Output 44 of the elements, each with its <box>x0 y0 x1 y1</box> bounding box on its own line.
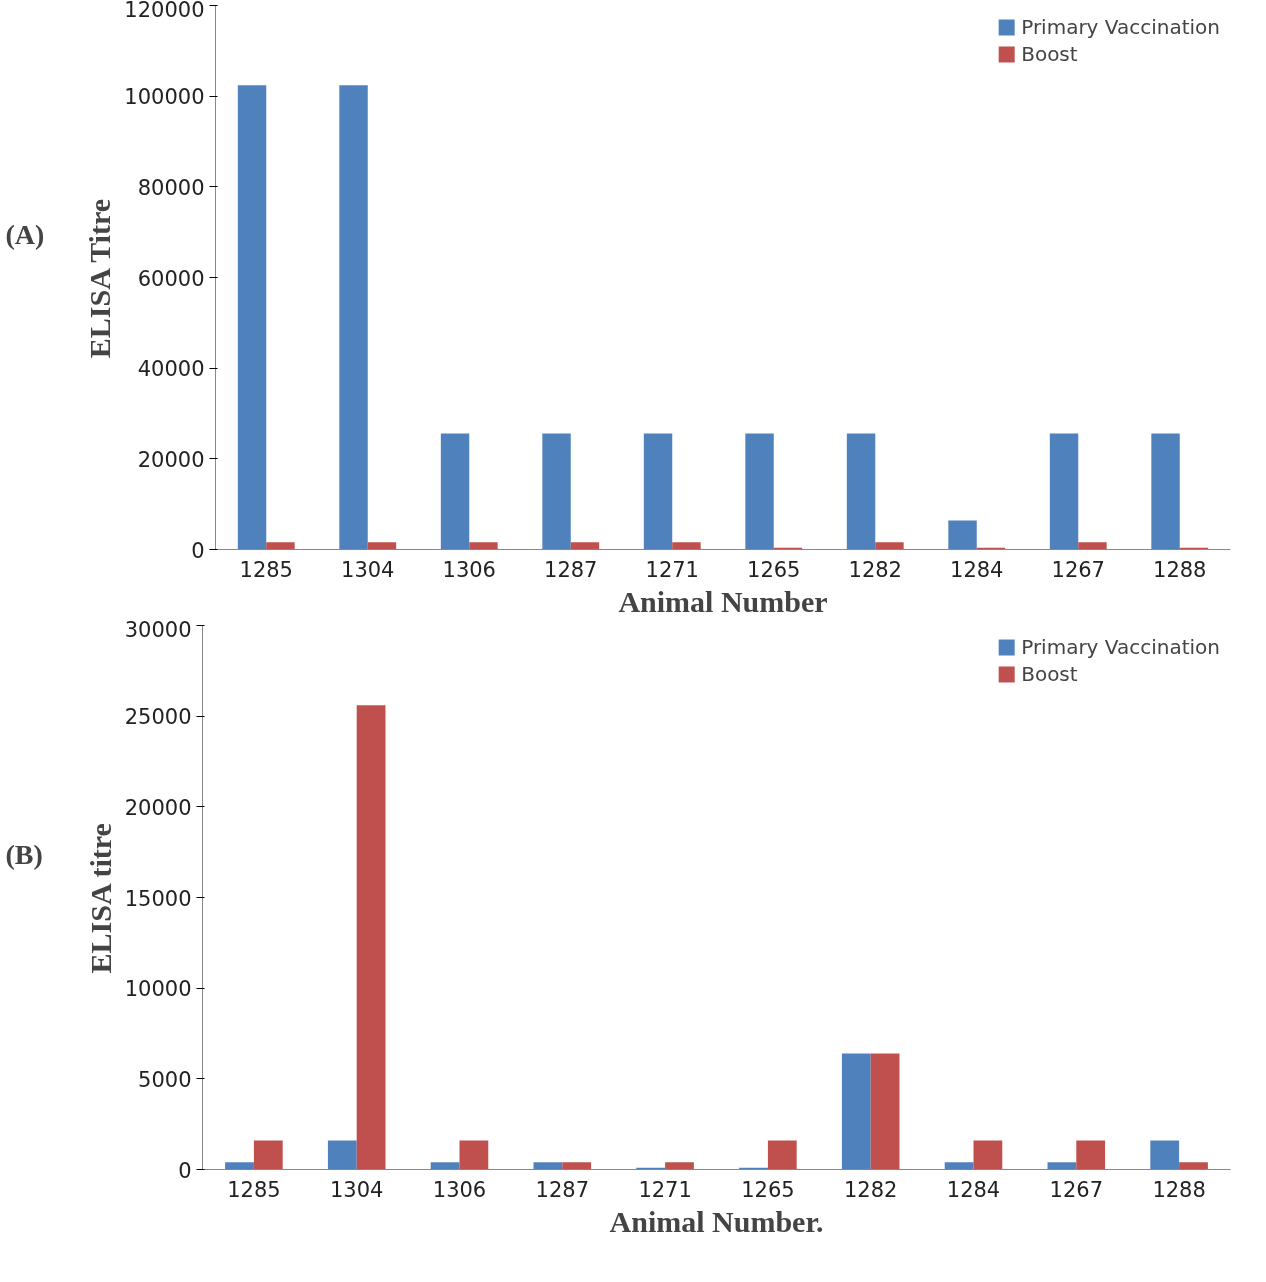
x-tick-label: 1304 <box>329 1177 384 1202</box>
x-tick-label: 1265 <box>747 557 801 582</box>
text: (A) <box>5 218 45 250</box>
x-tick-label: 1282 <box>843 1177 898 1202</box>
y-tick-label: 20000 <box>137 447 205 472</box>
x-tick-label: 1304 <box>341 557 395 582</box>
y-axis-title: ELISA Titre <box>83 198 117 359</box>
x-tick-label: 1284 <box>950 557 1004 582</box>
x-axis-title: Animal Number. <box>609 1204 824 1238</box>
x-tick-label: 1306 <box>432 1177 487 1202</box>
y-tick-label: 5000 <box>138 1067 192 1092</box>
y-axis-title: ELISA titre <box>83 823 117 974</box>
x-tick-label: 1282 <box>848 557 902 582</box>
legend-label: Primary Vaccination <box>1021 635 1220 659</box>
y-tick-label: 0 <box>178 1158 192 1183</box>
y-tick-label: 100000 <box>124 85 205 110</box>
x-axis-title: Animal Number <box>618 584 828 618</box>
y-tick-label: 20000 <box>124 795 192 820</box>
x-tick-label: 1271 <box>645 557 699 582</box>
x-tick-label: 1267 <box>1049 1177 1104 1202</box>
x-tick-label: 1285 <box>239 557 293 582</box>
text: (B) <box>5 838 43 870</box>
legend-label: Primary Vaccination <box>1021 15 1220 39</box>
x-tick-label: 1271 <box>638 1177 692 1202</box>
y-tick-label: 15000 <box>124 886 192 911</box>
x-tick-label: 1288 <box>1152 1177 1206 1202</box>
x-tick-label: 1287 <box>535 1177 590 1202</box>
y-tick-label: 0 <box>191 538 205 563</box>
y-tick-label: 30000 <box>124 617 192 642</box>
y-tick-label: 40000 <box>137 357 205 382</box>
y-tick-label: 80000 <box>137 175 205 200</box>
x-tick-label: 1267 <box>1051 557 1105 582</box>
y-tick-label: 120000 <box>124 0 205 22</box>
legend-label: Boost <box>1021 662 1078 686</box>
x-tick-label: 1284 <box>946 1177 1001 1202</box>
x-tick-label: 1287 <box>544 557 598 582</box>
x-tick-label: 1265 <box>741 1177 795 1202</box>
y-tick-label: 25000 <box>124 705 192 730</box>
y-tick-label: 60000 <box>137 266 205 291</box>
y-tick-label: 10000 <box>124 977 192 1002</box>
x-tick-label: 1288 <box>1153 557 1207 582</box>
x-tick-label: 1285 <box>227 1177 281 1202</box>
legend-label: Boost <box>1021 42 1078 66</box>
x-tick-label: 1306 <box>442 557 496 582</box>
